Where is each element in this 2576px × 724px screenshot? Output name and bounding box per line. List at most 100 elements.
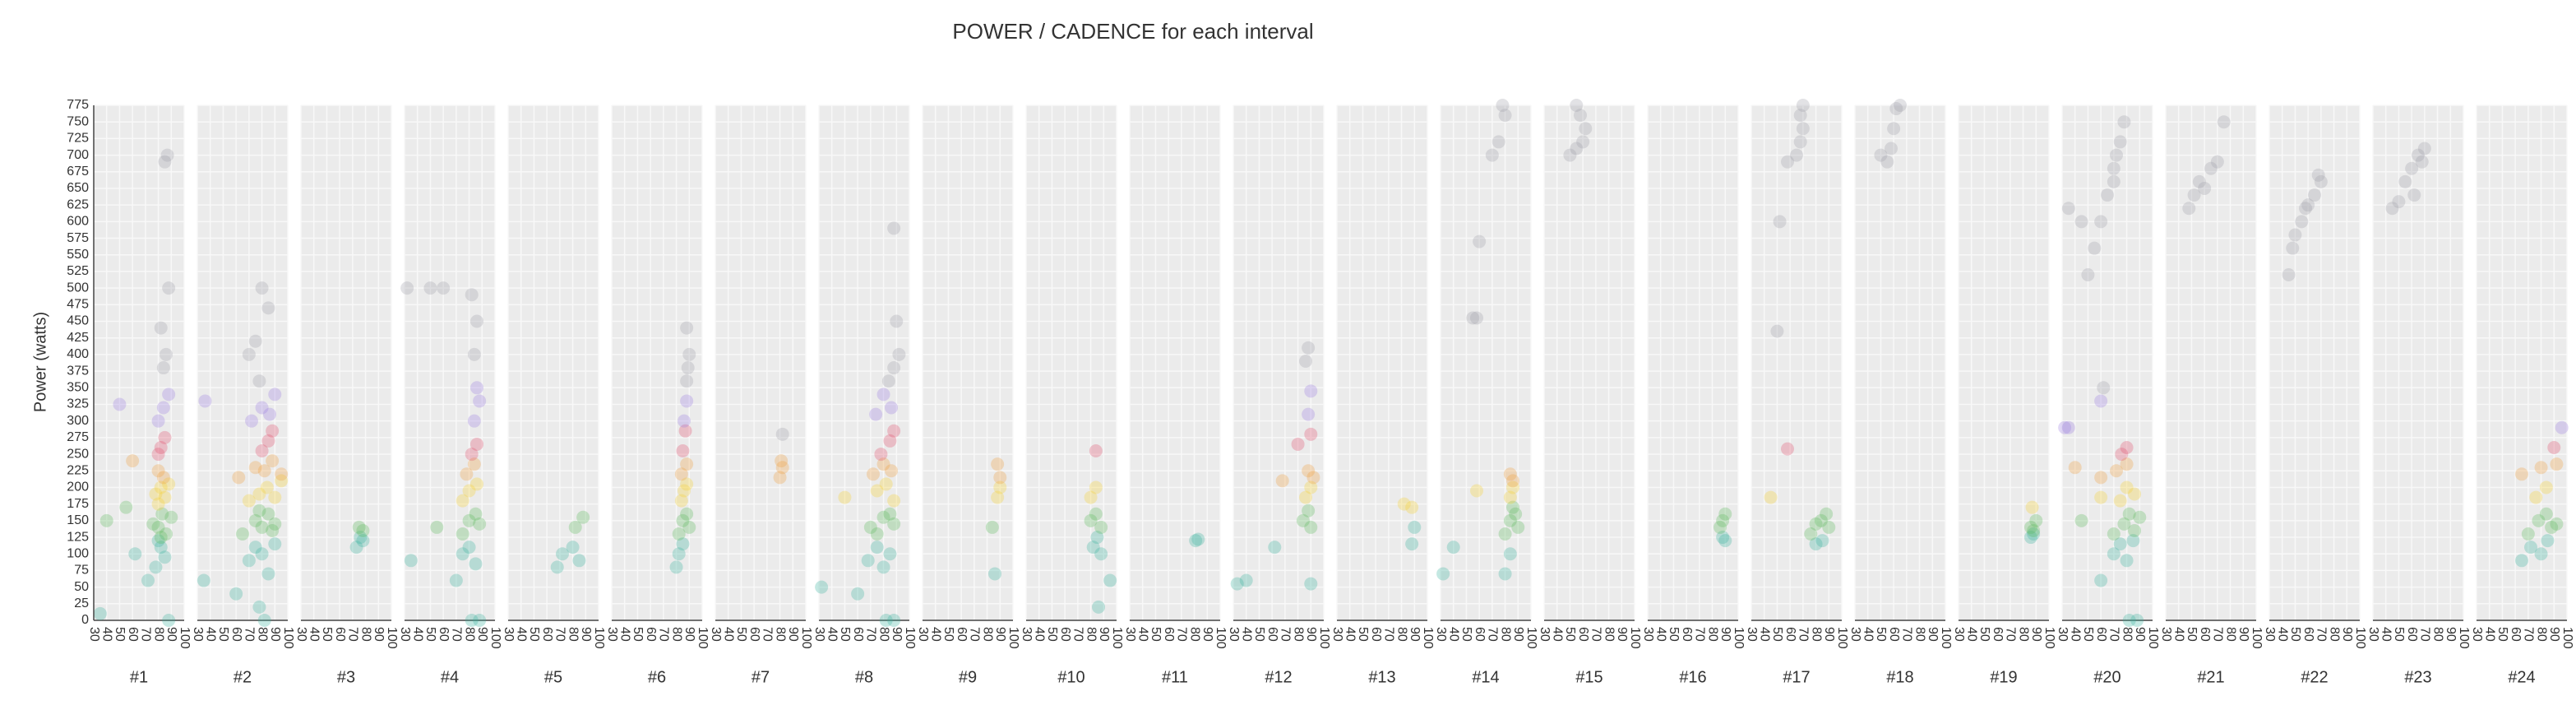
data-point — [1503, 513, 1517, 527]
x-tick-label: 100 — [1628, 627, 1642, 649]
data-point — [465, 288, 479, 302]
data-point — [678, 484, 691, 498]
data-point — [1302, 464, 1316, 478]
data-point — [885, 401, 898, 415]
data-point — [349, 541, 363, 555]
data-point — [1809, 517, 1823, 531]
data-point — [248, 334, 262, 348]
x-tick-label: 50 — [941, 627, 955, 642]
x-tick-label: 30 — [1848, 627, 1862, 642]
x-tick-label: 80 — [980, 627, 994, 642]
data-point — [2113, 494, 2127, 508]
x-tick-label: 90 — [475, 627, 489, 642]
data-point — [465, 614, 479, 627]
panel-label: #8 — [855, 668, 873, 686]
x-tick-label: 50 — [1356, 627, 1370, 642]
x-tick-label: 80 — [1291, 627, 1305, 642]
data-point — [252, 487, 266, 501]
x-tick-label: 70 — [864, 627, 878, 642]
y-tick-label: 225 — [67, 463, 89, 477]
data-point — [1880, 155, 1894, 169]
data-point — [991, 490, 1005, 504]
x-tick-label: 80 — [2534, 627, 2548, 642]
data-point — [1470, 311, 1483, 325]
data-point — [838, 490, 852, 504]
data-point — [261, 301, 275, 315]
x-tick-label: 100 — [799, 627, 813, 649]
data-point — [268, 490, 282, 504]
x-tick-label: 90 — [1926, 627, 1940, 642]
data-point — [162, 614, 176, 627]
panel-label: #10 — [1057, 668, 1085, 686]
panel-background — [923, 105, 1013, 620]
x-tick-label: 90 — [2029, 627, 2043, 642]
data-point — [1089, 480, 1103, 494]
x-tick-label: 70 — [2522, 627, 2536, 642]
panel-label: #5 — [544, 668, 562, 686]
data-point — [892, 347, 906, 361]
x-tick-label: 60 — [2094, 627, 2108, 642]
data-point — [151, 520, 165, 534]
x-tick-label: 60 — [1887, 627, 1901, 642]
x-tick-label: 40 — [410, 627, 424, 642]
data-point — [2097, 381, 2111, 395]
panel-label: #4 — [441, 668, 459, 686]
data-point — [261, 567, 275, 581]
x-tick-label: 70 — [553, 627, 567, 642]
data-point — [156, 401, 170, 415]
data-point — [2308, 188, 2321, 202]
x-tick-label: 60 — [747, 627, 761, 642]
x-tick-label: 90 — [2340, 627, 2354, 642]
x-tick-label: 70 — [2315, 627, 2329, 642]
x-tick-label: 60 — [229, 627, 243, 642]
panel-label: #20 — [2093, 668, 2120, 686]
data-point — [154, 480, 168, 494]
data-point — [1576, 135, 1590, 149]
x-tick-label: 100 — [2146, 627, 2160, 649]
x-tick-label: 30 — [1330, 627, 1344, 642]
x-tick-label: 50 — [113, 627, 127, 642]
data-point — [268, 517, 282, 531]
x-tick-label: 30 — [2159, 627, 2173, 642]
data-point — [1894, 99, 1907, 112]
data-point — [1570, 99, 1584, 112]
data-point — [680, 321, 694, 335]
y-tick-label: 50 — [74, 580, 89, 594]
x-tick-label: 60 — [1680, 627, 1694, 642]
data-point — [1874, 148, 1888, 162]
data-point — [2029, 513, 2043, 527]
data-point — [160, 347, 173, 361]
data-point — [93, 606, 107, 620]
x-tick-label: 40 — [721, 627, 735, 642]
data-point — [682, 347, 696, 361]
data-point — [2187, 188, 2201, 202]
data-point — [2101, 188, 2114, 202]
data-point — [1103, 573, 1117, 587]
panel-background — [1648, 105, 1738, 620]
x-tick-label: 40 — [825, 627, 839, 642]
x-tick-label: 40 — [99, 627, 113, 642]
x-tick-label: 70 — [2418, 627, 2432, 642]
x-tick-label: 90 — [268, 627, 282, 642]
data-point — [874, 448, 888, 462]
x-tick-label: 40 — [1861, 627, 1875, 642]
panel-label: #12 — [1265, 668, 1292, 686]
y-tick-label: 525 — [67, 264, 89, 278]
x-tick-label: 30 — [1641, 627, 1655, 642]
data-point — [2385, 202, 2399, 216]
data-point — [1466, 311, 1480, 325]
data-point — [1503, 547, 1517, 561]
data-point — [890, 314, 904, 328]
data-point — [1446, 541, 1460, 555]
data-point — [566, 541, 580, 555]
x-tick-label: 70 — [1382, 627, 1396, 642]
data-point — [2122, 614, 2136, 627]
x-tick-label: 70 — [1693, 627, 1707, 642]
data-point — [2545, 520, 2559, 534]
panel-label: #9 — [959, 668, 977, 686]
data-point — [676, 444, 690, 458]
x-tick-label: 30 — [709, 627, 723, 642]
panel-background — [1751, 105, 1842, 620]
data-point — [887, 424, 901, 438]
panel-label: #13 — [1368, 668, 1395, 686]
